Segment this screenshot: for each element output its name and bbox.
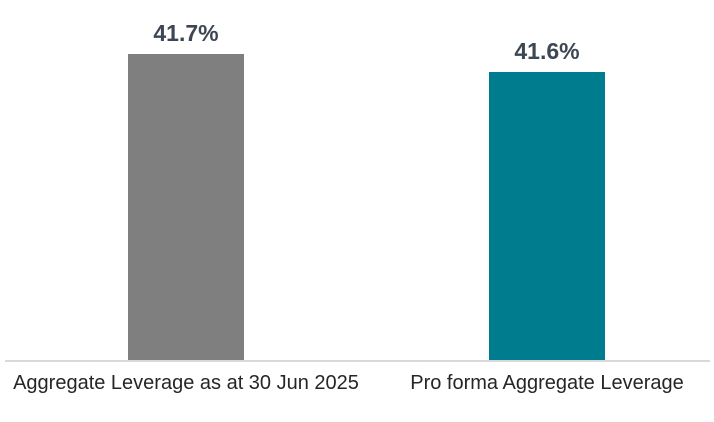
category-label-aggregate-leverage: Aggregate Leverage as at 30 Jun 2025 (13, 372, 359, 394)
plot-area: 41.7% 41.6% (5, 0, 710, 362)
x-axis-line (5, 360, 710, 362)
category-label-pro-forma-aggregate-leverage: Pro forma Aggregate Leverage (410, 372, 684, 394)
data-label-aggregate-leverage: 41.7% (153, 20, 219, 46)
data-label-pro-forma-aggregate-leverage: 41.6% (514, 38, 580, 64)
bar-group-aggregate-leverage: 41.7% (128, 0, 244, 361)
bar-pro-forma-aggregate-leverage (489, 72, 605, 361)
bar-group-pro-forma-aggregate-leverage: 41.6% (489, 0, 605, 361)
bar-aggregate-leverage (128, 54, 244, 361)
